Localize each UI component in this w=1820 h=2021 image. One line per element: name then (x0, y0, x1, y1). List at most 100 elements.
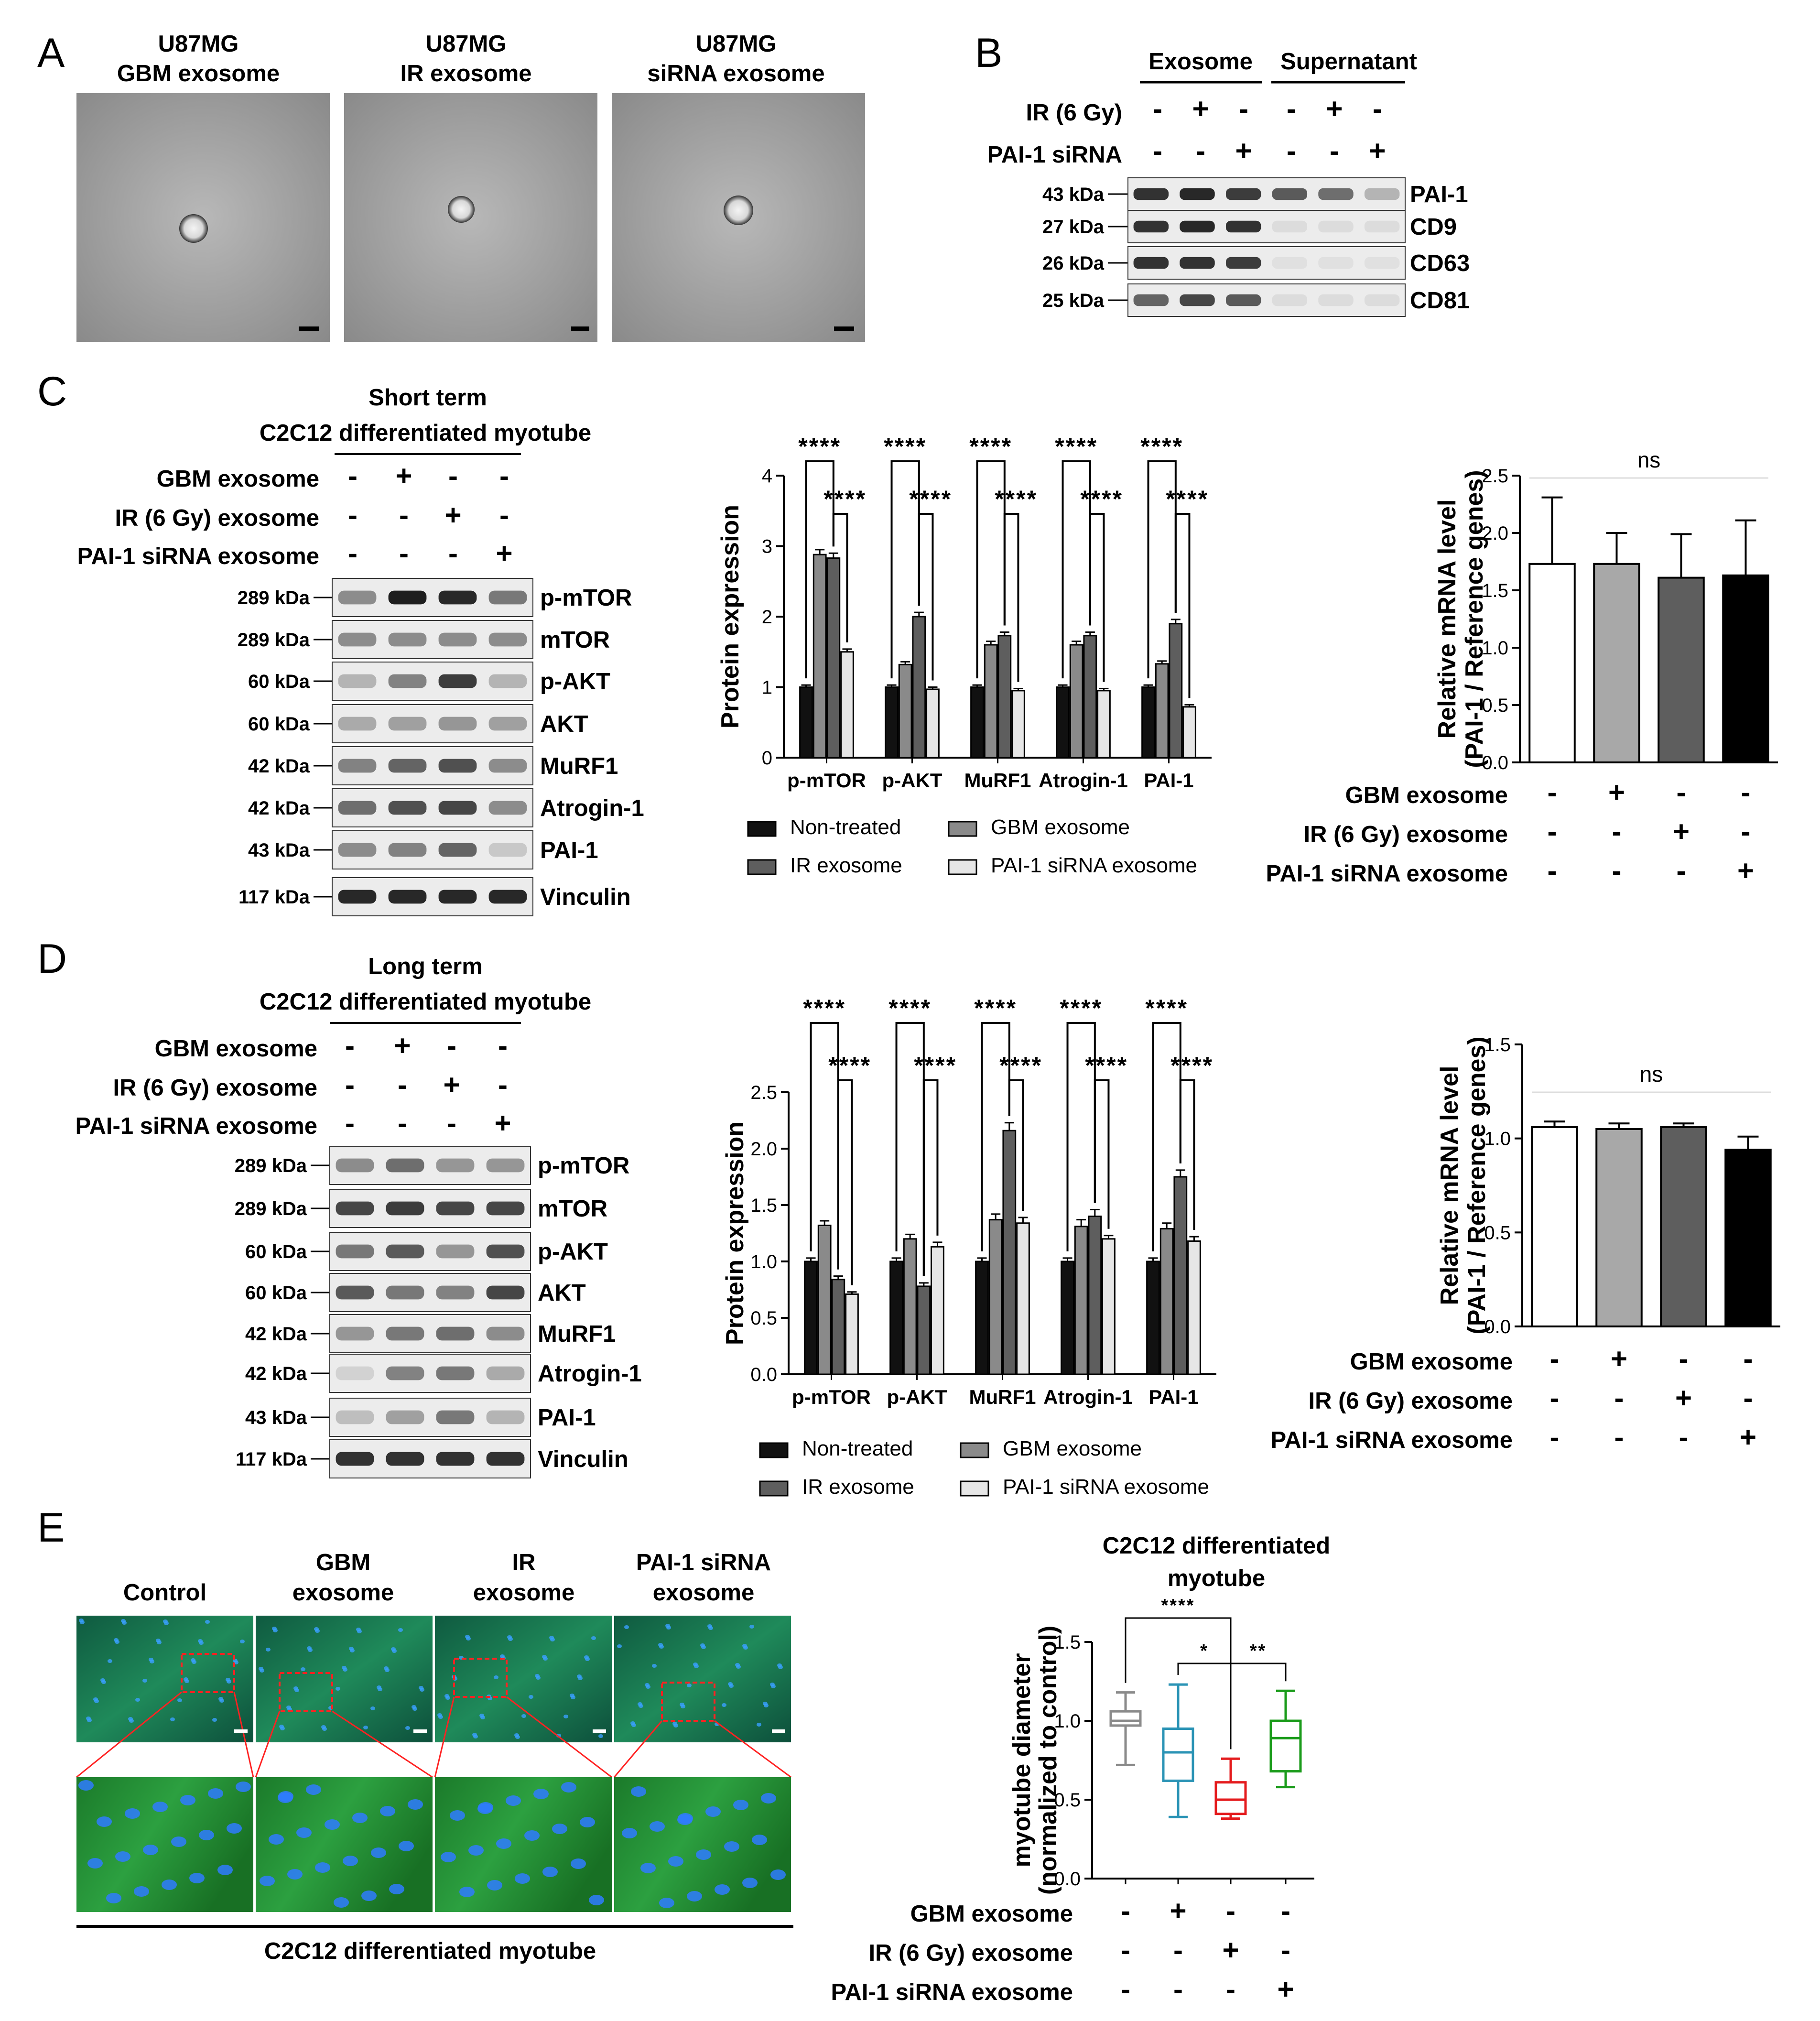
image-col-label: exosome (473, 1580, 574, 1606)
nucleus (677, 1815, 693, 1825)
nucleus (733, 1800, 748, 1810)
nucleus (771, 1684, 776, 1688)
significance-bracket (918, 513, 934, 681)
bar (1159, 1228, 1174, 1375)
box (1269, 1719, 1302, 1773)
bar (926, 688, 940, 759)
nucleus (646, 1685, 650, 1689)
nucleus (659, 1898, 674, 1908)
significance-label: **** (1080, 486, 1123, 512)
significance-label: ** (1250, 1641, 1267, 1661)
condition-label: GBM exosome (910, 1901, 1073, 1927)
kda-label: 117 kDa (236, 1449, 307, 1470)
blot-band (1133, 220, 1169, 233)
scale-bar (234, 1729, 248, 1733)
sign: + (1608, 776, 1625, 808)
blot-band (1318, 188, 1354, 200)
fluorescence-zoom (76, 1777, 253, 1912)
nucleus (398, 1628, 403, 1632)
bar (1660, 1126, 1707, 1327)
kda-label: 117 kDa (238, 887, 310, 908)
nucleus (550, 1638, 555, 1641)
zoom-line (332, 1710, 433, 1778)
nucleus (184, 1679, 189, 1683)
bar (1531, 1126, 1578, 1327)
box (1214, 1781, 1247, 1815)
blot-band (488, 801, 527, 815)
nucleus (208, 1788, 223, 1799)
nucleus (466, 1637, 471, 1641)
sign: - (1121, 1934, 1130, 1966)
box (1162, 1728, 1194, 1782)
condition-label: IR (6 Gy) exosome (1303, 822, 1508, 848)
nucleus (494, 1675, 498, 1679)
y-tick-label: 1.0 (1482, 638, 1508, 659)
blot-band (1133, 188, 1169, 200)
significance-bracket (837, 1079, 853, 1285)
blot-band (1225, 188, 1261, 200)
nucleus (736, 1665, 741, 1669)
sign: - (447, 1107, 456, 1139)
nucleus (631, 1723, 636, 1727)
nucleus (189, 1873, 205, 1883)
sign: - (398, 1069, 407, 1101)
panel-title: Long term (368, 954, 483, 979)
significance-bracket (805, 460, 834, 679)
blot-band (438, 801, 477, 815)
nucleus (622, 1828, 637, 1838)
blot-band (338, 843, 377, 857)
bar (1074, 1226, 1088, 1375)
sign: - (1614, 1421, 1624, 1453)
sign: + (395, 460, 412, 492)
nucleus (668, 1856, 683, 1867)
nucleus (357, 1630, 362, 1633)
blot-band (336, 1158, 374, 1173)
image-col-label: Control (123, 1580, 206, 1606)
nucleus (122, 1621, 127, 1625)
condition-label: PAI-1 siRNA exosome (831, 1979, 1073, 2005)
legend-swatch (759, 1480, 789, 1497)
sign: - (1548, 855, 1557, 887)
blot-band (1225, 220, 1261, 233)
nucleus (212, 1718, 217, 1722)
sign: - (1677, 776, 1686, 808)
legend-swatch (960, 1442, 989, 1458)
y-tick-label: 0.0 (750, 1364, 777, 1385)
blot-band (438, 843, 477, 857)
kda-label: 289 kDa (235, 1155, 307, 1176)
blot-band (1272, 220, 1308, 233)
nucleus (515, 1735, 520, 1739)
significance-bracket (1230, 1662, 1287, 1749)
tem-label-line1: U87MG (696, 31, 777, 57)
protein-label: CD9 (1410, 214, 1457, 240)
bar (826, 557, 841, 759)
bar (912, 616, 926, 759)
y-tick-label: 0.0 (1054, 1869, 1081, 1890)
scale-bar (593, 1729, 606, 1733)
significance-label: **** (1055, 433, 1098, 460)
blot-band (436, 1366, 475, 1380)
protein-label: CD81 (1410, 288, 1470, 314)
bar (1141, 686, 1155, 759)
blot-band (386, 1244, 424, 1259)
panel-title: C2C12 differentiated myotube (260, 420, 591, 446)
sign: - (1679, 1421, 1689, 1453)
nucleus (157, 1641, 162, 1644)
group-label-exosome: Exosome (1148, 49, 1253, 75)
bar (931, 1246, 944, 1375)
protein-label: p-AKT (540, 669, 610, 695)
y-axis-title: (normalized to control) (1034, 1626, 1062, 1895)
nucleus (219, 1699, 224, 1703)
nucleus (177, 1698, 182, 1702)
protein-label: MuRF1 (540, 753, 618, 779)
nucleus (757, 1723, 761, 1727)
blot-band (488, 590, 527, 605)
y-axis-title: myotube diameter (1008, 1653, 1036, 1868)
sign: - (1614, 1382, 1624, 1414)
kda-label: 289 kDa (238, 630, 310, 651)
sign: - (1226, 1895, 1235, 1927)
protein-label: Atrogin-1 (538, 1361, 642, 1387)
nucleus (521, 1714, 526, 1718)
panel-letter-b: B (975, 30, 1002, 76)
protein-label: PAI-1 (540, 837, 598, 863)
